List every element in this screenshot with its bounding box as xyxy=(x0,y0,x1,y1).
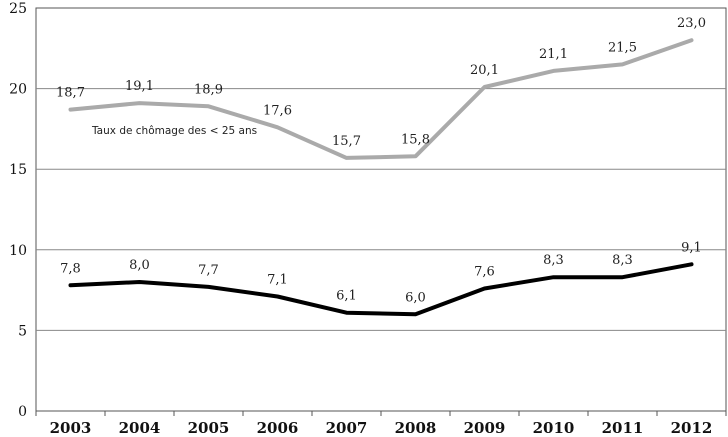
data-label: 7,1 xyxy=(267,273,288,288)
data-label: 20,1 xyxy=(470,63,499,78)
data-labels: 18,7 19,1 18,9 17,6 15,7 15,8 20,1 21,1 21,5 23,0… xyxy=(56,16,706,305)
y-tick-label: 20 xyxy=(9,82,27,98)
data-label: 6,0 xyxy=(405,290,426,305)
data-label: 9,1 xyxy=(681,240,702,255)
data-label: 21,5 xyxy=(608,40,637,55)
y-tick-label: 0 xyxy=(18,404,27,420)
data-label: 18,7 xyxy=(56,86,85,101)
x-tick-label: 2004 xyxy=(119,419,161,437)
y-axis: 0 5 10 15 20 25 xyxy=(9,1,27,420)
data-label: 23,0 xyxy=(677,16,706,31)
series-lines xyxy=(68,38,694,317)
x-tick-label: 2007 xyxy=(326,419,368,437)
series-line-0 xyxy=(68,38,694,160)
x-tick-label: 2009 xyxy=(464,419,506,437)
data-label: 6,1 xyxy=(336,289,357,304)
plot-frame xyxy=(35,7,727,412)
data-label: 21,1 xyxy=(539,47,568,62)
x-tick-label: 2006 xyxy=(257,419,299,437)
y-tick-label: 15 xyxy=(9,162,27,178)
x-tick-label: 2003 xyxy=(50,419,92,437)
data-label: 7,8 xyxy=(60,261,81,276)
y-tick-label: 25 xyxy=(9,1,27,17)
data-label: 19,1 xyxy=(125,79,154,94)
data-label: 8,0 xyxy=(129,258,150,273)
data-label: 15,8 xyxy=(401,132,430,147)
x-tick-label: 2008 xyxy=(395,419,437,437)
x-tick-label: 2005 xyxy=(188,419,230,437)
x-axis: 2003 2004 2005 2006 2007 2008 2009 2010 2011 2012 xyxy=(35,411,727,437)
x-tick-label: 2012 xyxy=(671,419,713,437)
data-label: 8,3 xyxy=(543,253,564,268)
gridlines xyxy=(36,88,726,331)
data-label: 7,6 xyxy=(474,264,495,279)
x-tick-label: 2010 xyxy=(533,419,575,437)
y-tick-label: 10 xyxy=(9,243,27,259)
data-label: 7,7 xyxy=(198,263,219,278)
y-tick-label: 5 xyxy=(18,323,27,339)
data-label: 17,6 xyxy=(263,103,292,118)
data-label: 18,9 xyxy=(194,82,223,97)
data-label: 8,3 xyxy=(612,253,633,268)
series-line-1 xyxy=(68,262,694,317)
series-annotation: Taux de chômage des < 25 ans xyxy=(91,125,257,137)
data-label: 15,7 xyxy=(332,134,361,149)
x-tick-label: 2011 xyxy=(602,419,644,437)
